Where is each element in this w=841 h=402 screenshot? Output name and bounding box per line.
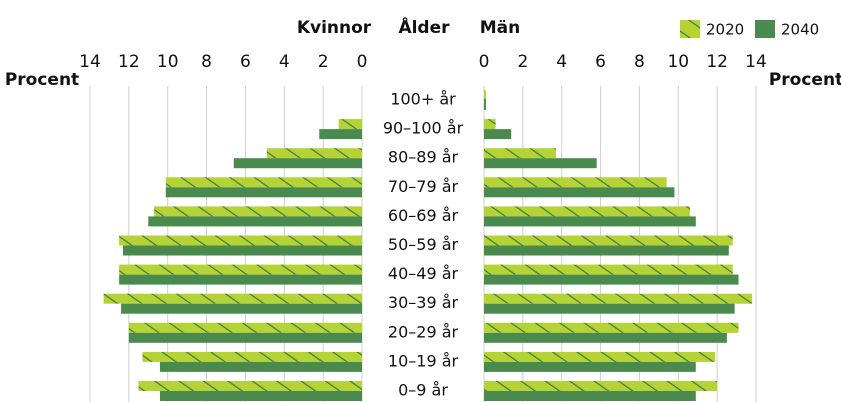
- legend-swatch: [680, 20, 700, 38]
- bar: [119, 235, 363, 246]
- bar: [484, 119, 496, 130]
- x-tick-label: 4: [556, 52, 567, 72]
- bar: [484, 216, 696, 227]
- category-label: 30–39 år: [388, 293, 459, 312]
- bar: [484, 351, 716, 362]
- category-label: 60–69 år: [388, 206, 459, 225]
- legend-swatch: [755, 20, 775, 38]
- category-label: 40–49 år: [388, 264, 459, 283]
- x-tick-label: 10: [667, 52, 689, 72]
- bar: [484, 100, 486, 110]
- bar: [142, 351, 362, 362]
- x-tick-label: 6: [240, 52, 251, 72]
- bar: [484, 264, 733, 275]
- bar: [159, 361, 362, 372]
- bar: [484, 293, 753, 304]
- x-tick-label: 0: [479, 52, 490, 72]
- bar: [165, 187, 362, 198]
- x-tick-label: 8: [201, 52, 212, 72]
- bar: [484, 206, 690, 217]
- bar: [484, 90, 486, 100]
- category-label: 90–100 år: [383, 119, 464, 138]
- x-tick-label: 6: [595, 52, 606, 72]
- x-tick-label: 4: [279, 52, 290, 72]
- category-label: 70–79 år: [388, 177, 459, 196]
- bar: [121, 303, 362, 314]
- bar: [484, 235, 733, 246]
- bar: [119, 264, 363, 275]
- bar: [128, 332, 362, 343]
- bar: [159, 391, 362, 401]
- x-tick-label: 8: [634, 52, 645, 72]
- category-label: 10–19 år: [388, 351, 459, 370]
- bar: [233, 158, 362, 169]
- bar: [103, 293, 362, 304]
- bar: [138, 381, 362, 391]
- bar: [484, 332, 727, 343]
- bar: [484, 129, 512, 140]
- x-tick-label: 2: [318, 52, 329, 72]
- bar: [148, 216, 362, 227]
- x-tick-label: 12: [706, 52, 728, 72]
- bar: [119, 274, 363, 285]
- center-label: Ålder: [398, 15, 450, 38]
- right-label: Män: [480, 18, 521, 38]
- category-label: 100+ år: [390, 90, 456, 109]
- bar: [484, 274, 739, 285]
- bar: [266, 148, 362, 159]
- bar: [128, 322, 362, 333]
- bar: [484, 381, 718, 391]
- x-label-right: Procent: [769, 70, 841, 90]
- category-label: 80–89 år: [388, 148, 459, 167]
- left-label: Kvinnor: [297, 18, 372, 38]
- x-tick-label: 14: [745, 52, 767, 72]
- category-label: 50–59 år: [388, 235, 459, 254]
- legend-label: 2040: [781, 21, 819, 39]
- bar: [484, 158, 597, 169]
- x-tick-label: 14: [79, 52, 101, 72]
- bar: [338, 119, 362, 130]
- bar: [484, 361, 696, 372]
- x-label-left: Procent: [5, 70, 79, 90]
- bar: [484, 322, 739, 333]
- bar: [154, 206, 362, 217]
- bar: [123, 245, 363, 256]
- bar: [165, 177, 362, 188]
- category-label: 0–9 år: [398, 381, 448, 400]
- legend-label: 2020: [706, 21, 744, 39]
- bar: [484, 303, 735, 314]
- bar: [484, 245, 729, 256]
- bar: [319, 129, 362, 140]
- bar: [484, 177, 667, 188]
- category-label: 20–29 år: [388, 322, 459, 341]
- bar: [484, 187, 675, 198]
- bar: [484, 148, 556, 159]
- x-tick-label: 10: [157, 52, 179, 72]
- x-tick-label: 12: [118, 52, 140, 72]
- x-tick-label: 0: [357, 52, 368, 72]
- bar: [484, 391, 696, 401]
- x-tick-label: 2: [517, 52, 528, 72]
